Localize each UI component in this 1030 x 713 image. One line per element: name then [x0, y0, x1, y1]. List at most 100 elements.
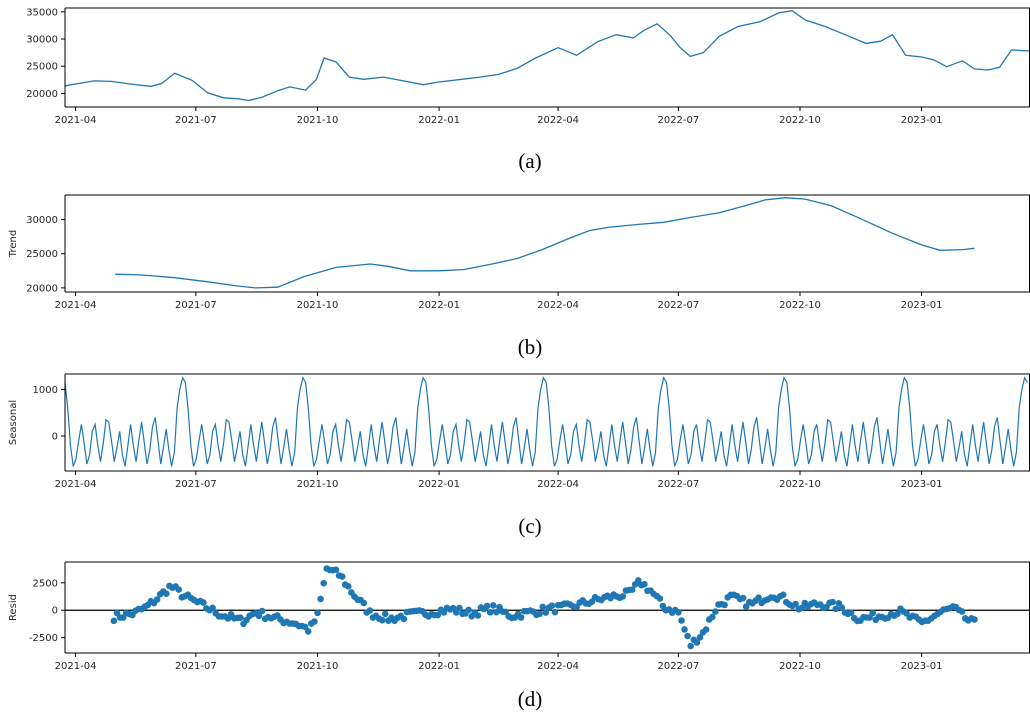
resid-point: [829, 598, 836, 606]
y-axis-label: Resid: [8, 594, 19, 621]
y-axis-label: Seasonal: [8, 400, 19, 445]
resid-point: [360, 599, 368, 607]
resid-point: [382, 610, 389, 618]
y-tick-label: 30000: [26, 215, 58, 226]
x-tick-label: 2023-01: [901, 661, 943, 672]
x-tick-label: 2021-04: [55, 115, 97, 126]
resid-point: [958, 608, 966, 615]
x-tick-label: 2022-04: [537, 661, 579, 672]
panel-caption: (d): [518, 687, 543, 711]
resid-point: [709, 613, 716, 621]
panel-a: 2021-04 2021-07 2021-10 2022-01 2022-04 2022-…: [26, 7, 1030, 173]
x-tick-label: 2021-04: [55, 661, 97, 672]
resid-point: [792, 600, 799, 608]
resid-point: [779, 591, 787, 599]
y-tick-label: 20000: [26, 89, 58, 100]
resid-point: [684, 632, 691, 640]
x-tick-label: 2021-04: [55, 479, 97, 490]
x-tick-label: 2022-07: [657, 479, 699, 490]
x-tick-label: 2022-01: [418, 115, 460, 126]
y-tick-label: 25000: [26, 249, 58, 260]
resid-point: [474, 612, 482, 619]
resid-point: [551, 608, 559, 616]
resid-point: [434, 611, 442, 619]
x-tick-label: 2023-01: [901, 115, 943, 126]
resid-point: [483, 602, 491, 610]
resid-point: [847, 609, 855, 616]
resid-point: [200, 599, 207, 606]
y-tick-label: 30000: [26, 35, 58, 46]
x-tick-label: 2022-04: [537, 115, 579, 126]
x-tick-label: 2022-10: [779, 661, 821, 672]
x-tick-label: 2021-07: [175, 661, 217, 672]
resid-point: [641, 580, 648, 588]
x-tick-label: 2022-01: [418, 479, 460, 490]
resid-point: [536, 610, 543, 618]
panel-c: 2021-04 2021-07 2021-10 2022-01 2022-04 2022-…: [8, 373, 1030, 538]
resid-point: [675, 609, 682, 616]
resid-point: [838, 604, 846, 611]
resid-point: [539, 603, 546, 611]
resid-point: [465, 606, 472, 614]
resid-point: [490, 602, 497, 609]
resid-point: [366, 607, 374, 614]
resid-point: [894, 610, 901, 618]
x-tick-label: 2021-10: [297, 479, 339, 490]
panel-caption: (b): [518, 335, 543, 359]
resid-point: [255, 612, 263, 620]
panel-caption: (c): [518, 514, 541, 538]
resid-point: [869, 609, 876, 617]
y-axis-label: Trend: [8, 230, 19, 258]
x-tick-label: 2022-07: [657, 661, 699, 672]
y-tick-label: 0: [52, 432, 58, 443]
x-tick-label: 2021-10: [297, 661, 339, 672]
x-tick-label: 2022-01: [418, 661, 460, 672]
resid-point: [832, 605, 839, 613]
x-tick-label: 2023-01: [901, 300, 943, 311]
y-tick-label: 2500: [33, 578, 58, 589]
resid-point: [175, 586, 182, 593]
x-tick-label: 2021-07: [175, 479, 217, 490]
y-tick-label: 25000: [26, 62, 58, 73]
series-line: [65, 10, 1030, 102]
x-tick-label: 2022-10: [779, 115, 821, 126]
resid-point: [619, 593, 627, 600]
resid-point: [542, 609, 549, 616]
x-tick-label: 2022-01: [418, 300, 460, 311]
resid-point: [237, 614, 244, 621]
resid-point: [209, 604, 216, 612]
resid-point: [320, 579, 328, 587]
resid-point: [656, 595, 664, 602]
resid-point: [110, 617, 118, 625]
resid-point: [712, 608, 719, 615]
resid-point: [755, 594, 762, 601]
x-tick-label: 2021-07: [175, 300, 217, 311]
resid-point: [304, 628, 312, 635]
panel-d: 2021-04 2021-07 2021-10 2022-01 2022-04 2022-…: [8, 561, 1030, 711]
resid-point: [332, 566, 340, 573]
x-tick-label: 2022-10: [779, 300, 821, 311]
resid-point: [635, 577, 642, 584]
resid-point: [628, 586, 636, 593]
resid-point: [696, 634, 704, 641]
x-tick-label: 2021-07: [175, 115, 217, 126]
resid-point: [517, 614, 525, 621]
resid-point: [687, 642, 694, 650]
y-tick-label: -2500: [29, 633, 58, 644]
x-tick-label: 2022-10: [779, 479, 821, 490]
resid-point: [971, 616, 978, 623]
resid-point: [693, 639, 701, 646]
resid-point: [338, 573, 346, 580]
resid-point: [345, 583, 352, 590]
resid-point: [721, 601, 728, 609]
resid-point: [379, 616, 386, 624]
resid-point: [456, 604, 463, 612]
panel-caption: (a): [518, 149, 541, 173]
series-line: [65, 376, 1028, 467]
resid-point: [311, 618, 318, 625]
resid-point: [678, 617, 685, 624]
x-tick-label: 2021-10: [297, 300, 339, 311]
x-tick-label: 2022-07: [657, 300, 699, 311]
resid-point: [317, 595, 324, 603]
